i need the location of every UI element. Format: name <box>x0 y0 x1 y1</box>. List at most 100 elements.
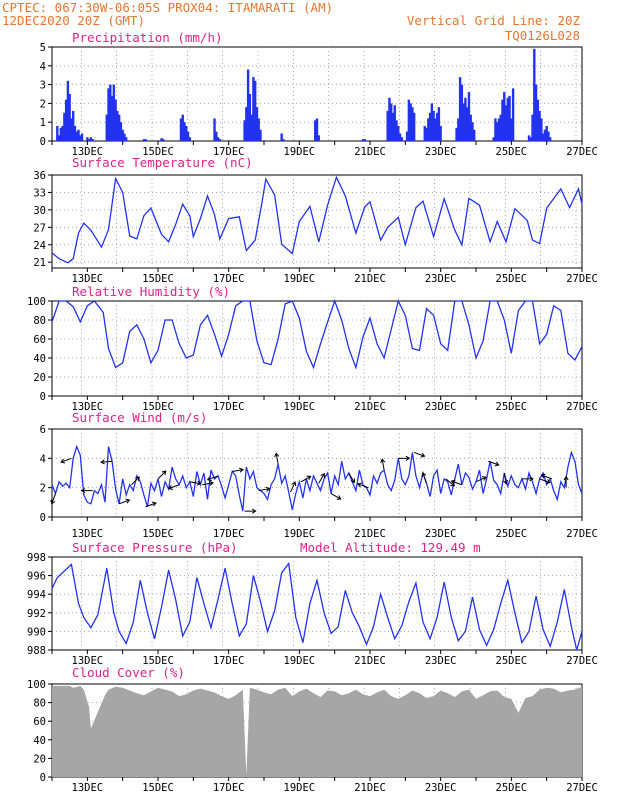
precip-bar <box>252 77 255 141</box>
precip-bar <box>280 133 283 141</box>
y-tick-label: 27 <box>33 222 46 234</box>
y-tick-label: 40 <box>33 353 46 365</box>
wind-arrow <box>348 472 355 483</box>
precip-bar <box>246 69 250 141</box>
wind-arrow-head <box>50 499 56 505</box>
precip-bar <box>80 133 84 141</box>
precip-bar <box>471 122 474 141</box>
precip-bar <box>411 107 414 141</box>
precip-bar <box>75 131 78 141</box>
wind-arrow-head <box>80 488 86 494</box>
wind-arrow-head <box>206 476 212 482</box>
precip-bar <box>405 131 409 141</box>
x-tick-label: 17DEC <box>213 146 245 158</box>
wind-arrow-head <box>320 472 325 478</box>
x-tick-label: 13DEC <box>72 401 104 413</box>
x-tick-label: 13DEC <box>72 528 104 540</box>
wind-arrow-head <box>135 476 140 482</box>
x-tick-label: 27DEC <box>566 401 598 413</box>
precip-bar <box>494 118 497 141</box>
y-tick-label: 36 <box>33 170 46 182</box>
precip-bar <box>117 114 121 141</box>
panel-title: Surface Pressure (hPa) <box>72 540 238 555</box>
y-tick-label: 80 <box>33 698 46 710</box>
x-tick-label: 15DEC <box>142 655 174 667</box>
precip-bar <box>86 137 89 141</box>
precip-bar <box>412 112 416 141</box>
x-tick-label: 23DEC <box>425 655 457 667</box>
precip-bar <box>506 97 509 141</box>
y-tick-label: 2 <box>40 98 46 110</box>
precip-bar <box>162 139 165 141</box>
y-tick-label: 0 <box>40 512 46 524</box>
precip-bar <box>66 80 70 141</box>
y-tick-label: 996 <box>27 571 46 583</box>
precip-bar <box>425 127 428 141</box>
precip-bar <box>409 103 412 141</box>
wind-arrow-head <box>168 484 173 490</box>
x-tick-label: 25DEC <box>496 273 528 285</box>
precip-bar <box>121 129 124 141</box>
precip-bar <box>499 114 502 141</box>
precip-bar <box>259 129 262 141</box>
x-tick-label: 25DEC <box>496 401 528 413</box>
precip-bar <box>531 114 534 141</box>
wind-arrow-head <box>380 458 386 464</box>
precip-bar <box>181 114 184 141</box>
x-tick-label: 23DEC <box>425 782 457 794</box>
wind-arrow <box>503 472 507 484</box>
precip-bar <box>255 107 259 141</box>
precip-bar <box>549 137 552 141</box>
x-tick-label: 25DEC <box>496 782 528 794</box>
x-tick-label: 27DEC <box>566 146 598 158</box>
wind-arrow-head <box>420 452 426 458</box>
wind-arrow-head <box>151 501 157 507</box>
precip-bar <box>112 84 116 141</box>
cloud-area <box>52 685 582 777</box>
wind-arrow <box>330 493 341 500</box>
x-tick-label: 23DEC <box>425 401 457 413</box>
precip-bar <box>185 125 188 141</box>
precip-bar <box>179 118 183 141</box>
wind-arrow <box>258 488 270 492</box>
precip-bar <box>469 114 472 141</box>
x-tick-label: 21DEC <box>354 655 386 667</box>
precip-bar <box>183 122 186 141</box>
precip-bar <box>496 122 499 141</box>
precip-bar <box>57 135 61 141</box>
precip-bar <box>391 112 395 141</box>
wind-arrow-head <box>450 479 456 485</box>
precip-bar <box>144 139 147 141</box>
precip-bar <box>105 114 108 141</box>
precip-bar <box>188 137 191 141</box>
y-tick-label: 100 <box>27 679 46 691</box>
precip-bar <box>511 88 515 141</box>
precip-bar <box>253 80 257 141</box>
wind-arrow-head <box>563 475 569 481</box>
x-tick-label: 13DEC <box>72 146 104 158</box>
wind-arrow <box>157 470 167 480</box>
plot-frame <box>51 428 583 518</box>
wind-arrow-head <box>251 508 257 514</box>
x-tick-label: 23DEC <box>425 528 457 540</box>
y-tick-label: 100 <box>27 296 46 308</box>
x-tick-label: 25DEC <box>496 528 528 540</box>
x-tick-label: 19DEC <box>284 782 316 794</box>
panel-title: Surface Temperature (nC) <box>72 155 253 170</box>
y-tick-label: 80 <box>33 315 46 327</box>
precip-bar <box>70 118 73 141</box>
precip-bar <box>467 92 471 141</box>
y-tick-label: 60 <box>33 334 46 346</box>
wind-arrow-head <box>274 452 280 458</box>
model-code: TQ0126L028 <box>505 28 580 43</box>
run-time: 12DEC2020 20Z (GMT) <box>2 13 145 28</box>
precip-bar <box>397 125 400 141</box>
precip-bar <box>543 129 547 141</box>
y-tick-label: 0 <box>40 772 46 784</box>
precip-bar <box>510 118 513 141</box>
y-tick-label: 21 <box>33 257 46 269</box>
precip-bar <box>529 137 532 141</box>
precip-bar <box>538 110 541 141</box>
wind-arrow <box>275 453 279 465</box>
